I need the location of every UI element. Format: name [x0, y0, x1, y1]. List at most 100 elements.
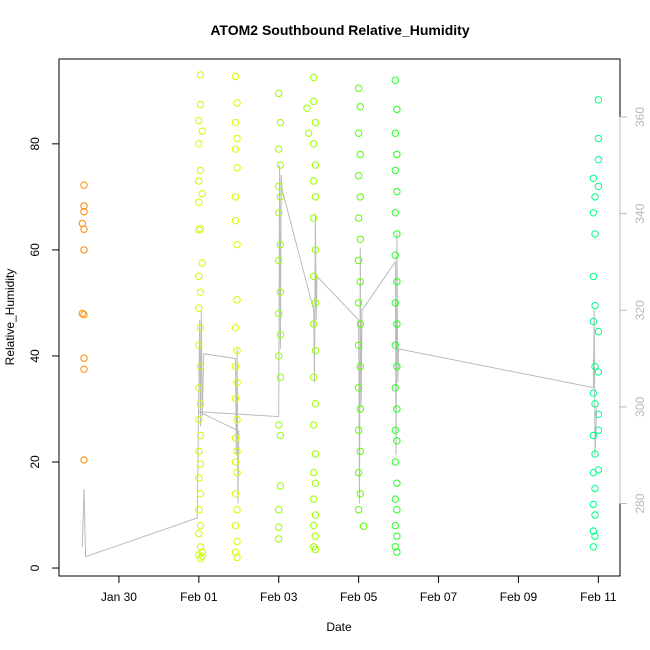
data-point [359, 522, 368, 530]
data-point [275, 256, 283, 265]
x-axis: Jan 30 Feb 01 Feb 03 Feb 05 Feb 07 Feb 09 Feb … [101, 575, 617, 604]
data-point [594, 182, 603, 191]
data-point [195, 415, 203, 424]
data-point [354, 84, 363, 92]
data-point [196, 460, 205, 468]
data-point [80, 208, 88, 216]
data-point [80, 202, 88, 210]
data-point [356, 405, 364, 413]
data-point [589, 317, 598, 326]
data-point [198, 548, 206, 556]
data-point [356, 320, 364, 328]
data-point [275, 506, 283, 514]
data-point [311, 532, 320, 540]
data-point [589, 272, 598, 281]
data-point [391, 76, 399, 84]
data-point [589, 500, 598, 509]
data-point [80, 354, 88, 362]
data-point [196, 166, 205, 175]
data-point [195, 140, 203, 148]
data-point [393, 150, 401, 159]
data-point [391, 543, 399, 551]
x-tick-label: Feb 03 [260, 590, 298, 604]
data-point [591, 511, 599, 519]
data-point [356, 103, 364, 111]
data-point [594, 466, 603, 474]
data-point [310, 495, 318, 503]
data-point [311, 511, 320, 519]
data-point [393, 187, 401, 196]
data-point [233, 296, 241, 304]
data-point [311, 479, 320, 487]
data-point [276, 288, 285, 296]
data-point [275, 182, 283, 191]
data-point [276, 118, 285, 127]
y-tick-label: 60 [28, 243, 42, 257]
data-point [311, 400, 320, 408]
data-point [356, 447, 364, 456]
data-point [391, 166, 399, 175]
data-point [311, 545, 320, 554]
data-point [233, 415, 241, 424]
data-point [196, 400, 205, 408]
points-layer [78, 71, 603, 563]
data-point [311, 450, 320, 458]
data-point [311, 193, 320, 201]
data-point [195, 474, 203, 482]
data-point [591, 230, 599, 238]
data-point [231, 193, 240, 201]
data-point [393, 362, 401, 371]
data-point [354, 384, 363, 392]
data-point [231, 362, 240, 371]
data-point [354, 256, 363, 265]
data-point [594, 156, 603, 164]
x-tick-label: Jan 30 [101, 590, 137, 604]
data-point [391, 384, 399, 392]
data-point [80, 181, 88, 189]
data-point [233, 346, 241, 355]
data-point [231, 72, 240, 81]
plot-frame [58, 58, 621, 577]
data-point [195, 384, 203, 392]
data-point [80, 225, 88, 233]
y2-tick-label: 360 [633, 107, 647, 127]
data-point [231, 324, 240, 332]
x-tick-label: Feb 09 [500, 590, 538, 604]
data-point [275, 309, 283, 318]
data-point [195, 198, 203, 206]
y-axis: 0 20 40 60 80 [28, 137, 60, 571]
x-tick-label: Feb 07 [420, 590, 458, 604]
data-point [310, 214, 318, 222]
data-point [589, 209, 598, 217]
data-point [196, 71, 205, 79]
data-point [310, 521, 318, 530]
data-point [198, 552, 206, 561]
data-point [196, 521, 205, 530]
data-point [594, 134, 603, 143]
data-point [275, 535, 283, 543]
data-point [391, 251, 399, 259]
chart-title: ATOM2 Southbound Relative_Humidity [210, 22, 469, 38]
data-point [391, 495, 399, 503]
data-point [393, 320, 401, 328]
data-point [231, 548, 240, 556]
data-point [311, 346, 320, 355]
data-point [591, 301, 599, 310]
data-point [356, 193, 364, 201]
data-point [195, 116, 203, 125]
data-point [231, 394, 240, 403]
data-point [393, 105, 401, 114]
data-point [393, 230, 401, 238]
data-point [310, 73, 318, 82]
data-point [276, 373, 285, 381]
overlay-series-line [81, 165, 598, 558]
y2-tick-label: 340 [633, 203, 647, 223]
data-point [233, 134, 241, 143]
data-point [354, 129, 363, 137]
data-point [310, 320, 318, 328]
data-point [195, 529, 203, 538]
data-point [591, 532, 599, 540]
data-point [233, 506, 241, 514]
